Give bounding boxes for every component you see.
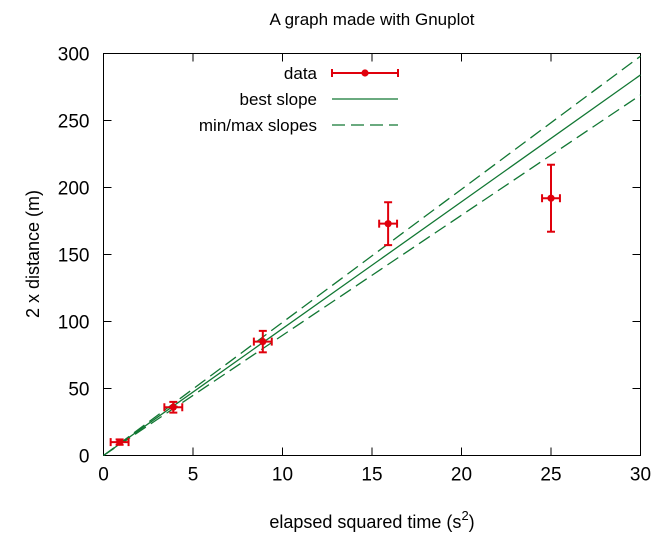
y-axis-label: 2 x distance (m) (23, 190, 43, 318)
data-point (384, 220, 392, 228)
data-point-group (541, 163, 561, 233)
x-axis-label-suffix: ) (469, 512, 475, 532)
data-point (547, 194, 555, 202)
legend-sample-point (361, 69, 369, 77)
data-point-group (163, 400, 184, 414)
y-tick-label: 200 (58, 179, 90, 200)
x-tick-label: 30 (630, 465, 651, 486)
chart-title: A graph made with Gnuplot (269, 10, 474, 29)
min-max-slope-line (103, 55, 641, 457)
legend-entry: min/max slopes (199, 116, 398, 135)
legend-label: data (284, 64, 318, 83)
x-tick-label: 5 (188, 465, 199, 486)
data-points (109, 163, 561, 447)
min-max-slope-line (103, 94, 641, 457)
legend: data best slope min/max slopes (199, 64, 399, 135)
y-tick-label: 50 (68, 380, 89, 401)
legend-entry: data (284, 64, 399, 83)
data-point-group (378, 201, 399, 247)
data-point-group (252, 329, 273, 354)
x-axis-label-superscript: 2 (461, 508, 468, 523)
data-point-group (109, 438, 130, 447)
y-tick-label: 150 (58, 246, 90, 267)
data-point (259, 338, 267, 346)
axis-ticks (103, 53, 641, 456)
y-tick-labels: 0 50 100 150 200 250 300 (58, 45, 90, 468)
x-axis-label: elapsed squared time (s2) (269, 508, 474, 532)
y-tick-label: 100 (58, 313, 90, 334)
x-tick-label: 25 (540, 465, 561, 486)
legend-entry: best slope (240, 90, 398, 109)
x-tick-label: 10 (272, 465, 293, 486)
y-tick-label: 300 (58, 45, 90, 66)
legend-label: min/max slopes (199, 116, 317, 135)
y-tick-label: 250 (58, 112, 90, 133)
legend-label: best slope (240, 90, 318, 109)
x-tick-label: 0 (98, 465, 109, 486)
x-tick-label: 15 (361, 465, 382, 486)
data-point (169, 403, 177, 411)
x-tick-labels: 0 5 10 15 20 25 30 (98, 465, 651, 486)
fit-lines (103, 55, 641, 457)
y-tick-label: 0 (79, 447, 90, 468)
plot-area: 0 5 10 15 20 25 30 0 50 100 150 200 250 300 (58, 45, 651, 486)
data-point (116, 438, 124, 446)
best-slope-line (103, 74, 641, 457)
x-tick-label: 20 (451, 465, 472, 486)
